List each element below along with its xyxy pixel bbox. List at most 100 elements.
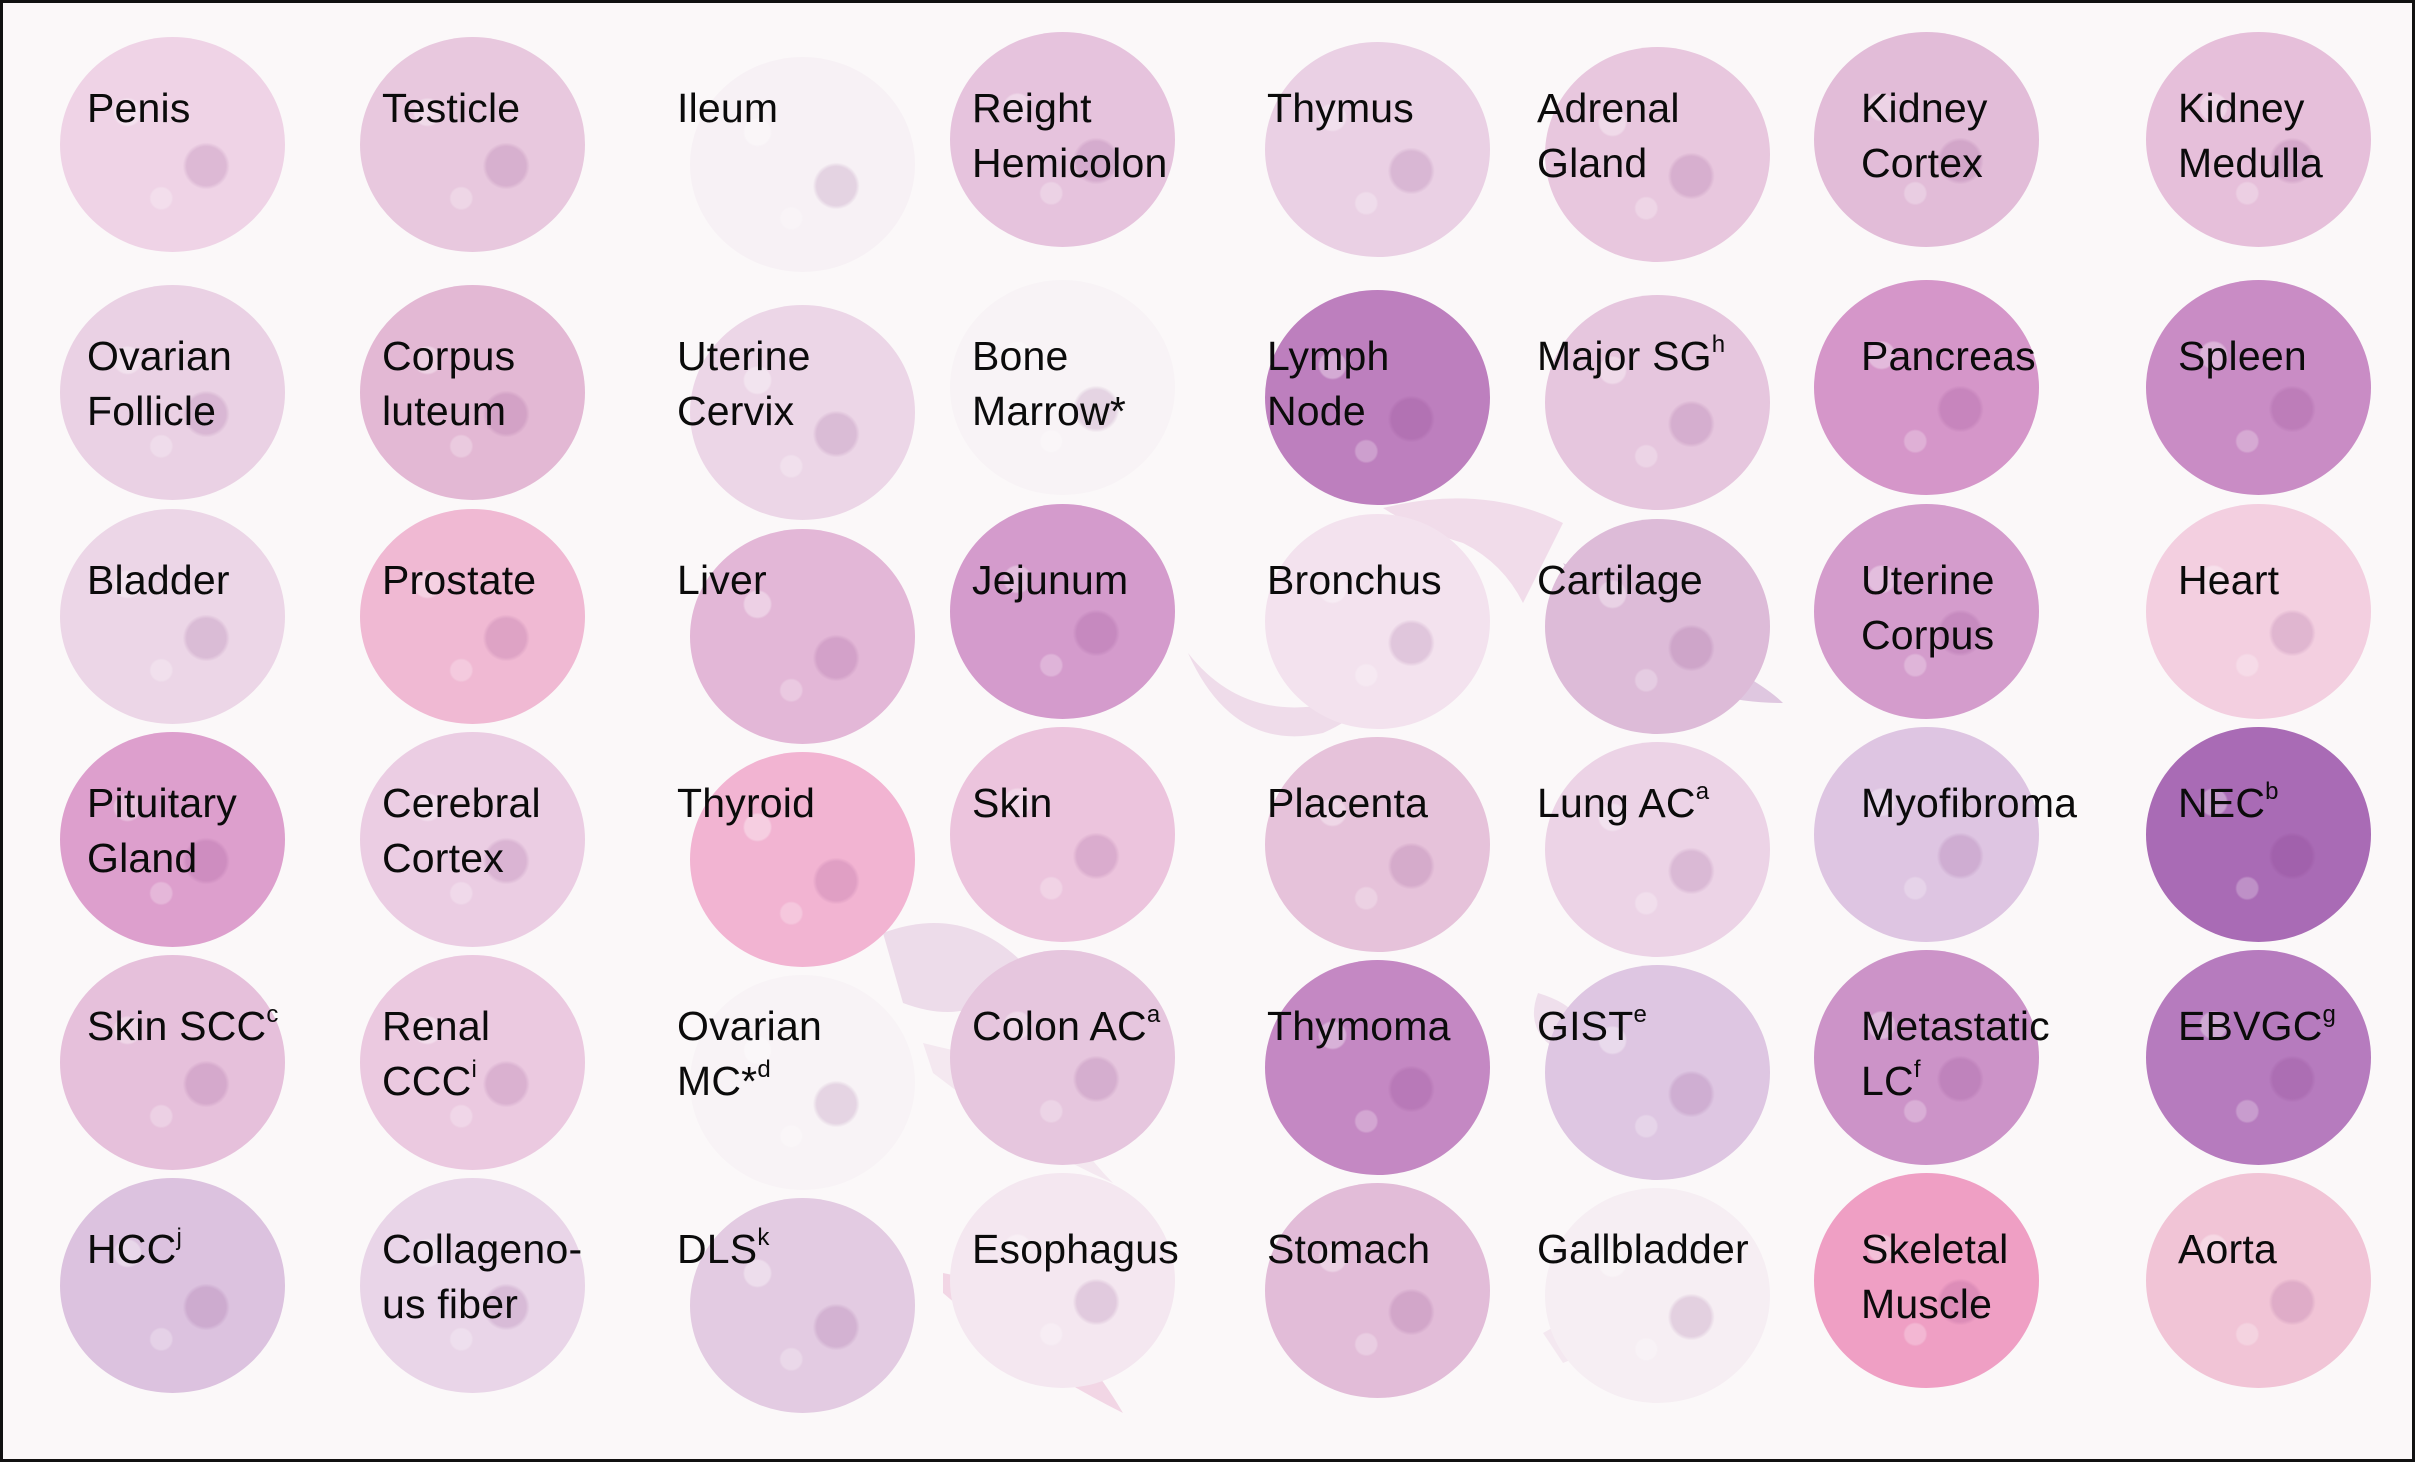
tissue-label-text: GIST <box>1537 1003 1634 1049</box>
tissue-label-text: Skin <box>972 780 1053 826</box>
tissue-label-text: Cartilage <box>1537 557 1703 603</box>
tissue-core <box>2145 949 2371 1165</box>
tissue-label-text: EBVGC <box>2178 1003 2323 1049</box>
tissue-label: Lymph Node <box>1267 329 1390 439</box>
tissue-core <box>59 36 285 252</box>
tissue-label: Jejunum <box>972 553 1128 608</box>
tissue-core <box>689 1197 915 1413</box>
tissue-label: Metastatic LCf <box>1861 999 2050 1109</box>
tissue-label-text: Esophagus <box>972 1226 1179 1272</box>
tissue-label: Heart <box>2178 553 2279 608</box>
tissue-label: Prostate <box>382 553 536 608</box>
tissue-label-superscript: e <box>1633 1001 1648 1028</box>
tissue-core <box>1544 1187 1770 1403</box>
tissue-label-text: Thyroid <box>677 780 816 826</box>
tissue-label: Thyroid <box>677 776 815 831</box>
tissue-label-text: Aorta <box>2178 1226 2277 1272</box>
tissue-core <box>949 279 1175 495</box>
tissue-label-text: Cerebral Cortex <box>382 780 541 881</box>
tissue-label-text: Pituitary Gland <box>87 780 237 881</box>
tissue-core <box>59 1177 285 1393</box>
tissue-label-text: Renal CCC <box>382 1003 491 1104</box>
tissue-label-text: Ileum <box>677 85 779 131</box>
tissue-label: GISTe <box>1537 999 1647 1054</box>
tissue-label: Skin <box>972 776 1053 831</box>
tissue-label: Collageno- us fiber <box>382 1222 582 1332</box>
tissue-core <box>1264 513 1490 729</box>
tissue-core <box>1813 31 2039 247</box>
tissue-core <box>949 1172 1175 1388</box>
tissue-core <box>689 528 915 744</box>
tissue-label: Kidney Medulla <box>2178 81 2323 191</box>
tissue-core <box>1264 1182 1490 1398</box>
tissue-label-text: Uterine Cervix <box>677 333 811 434</box>
tissue-label: Bladder <box>87 553 230 608</box>
tissue-label: Stomach <box>1267 1222 1430 1277</box>
tissue-label-text: Kidney Medulla <box>2178 85 2323 186</box>
tissue-label-text: Stomach <box>1267 1226 1431 1272</box>
tissue-core <box>689 974 915 1190</box>
tissue-label-text: DLS <box>677 1226 758 1272</box>
tissue-label: Esophagus <box>972 1222 1179 1277</box>
tissue-label: Kidney Cortex <box>1861 81 1988 191</box>
tissue-label: Skin SCCc <box>87 999 279 1054</box>
tissue-core <box>1813 726 2039 942</box>
tissue-core <box>1544 294 1770 510</box>
tissue-label-superscript: g <box>2322 1001 2337 1028</box>
tissue-core <box>949 503 1175 719</box>
tissue-core <box>359 284 585 500</box>
tissue-label: EBVGCg <box>2178 999 2336 1054</box>
tissue-core <box>1544 964 1770 1180</box>
tissue-label: Myofibroma <box>1861 776 2077 831</box>
tissue-label-text: Kidney Cortex <box>1861 85 1988 186</box>
tissue-core <box>359 508 585 724</box>
tissue-core <box>2145 726 2371 942</box>
tissue-label-text: Lymph Node <box>1267 333 1390 434</box>
tissue-core <box>2145 279 2371 495</box>
tissue-label: Cartilage <box>1537 553 1703 608</box>
tissue-label: Ileum <box>677 81 778 136</box>
tissue-label-text: Corpus luteum <box>382 333 516 434</box>
tissue-core <box>1264 959 1490 1175</box>
tissue-label: Gallbladder <box>1537 1222 1749 1277</box>
tissue-core <box>359 36 585 252</box>
tissue-label-text: Bladder <box>87 557 230 603</box>
tissue-core <box>2145 1172 2371 1388</box>
tissue-core <box>1264 736 1490 952</box>
tissue-core <box>689 304 915 520</box>
tissue-label: DLSk <box>677 1222 770 1277</box>
tissue-label: Colon ACa <box>972 999 1160 1054</box>
tissue-label: Ovarian Follicle <box>87 329 232 439</box>
tissue-label-text: Bone Marrow* <box>972 333 1127 434</box>
tissue-core <box>59 731 285 947</box>
tissue-label-text: Jejunum <box>972 557 1129 603</box>
tissue-label: Penis <box>87 81 191 136</box>
tissue-label-text: Placenta <box>1267 780 1429 826</box>
tissue-label: Uterine Cervix <box>677 329 811 439</box>
tissue-core <box>1264 41 1490 257</box>
tissue-label-text: Bronchus <box>1267 557 1442 603</box>
tissue-core <box>1813 949 2039 1165</box>
tissue-core <box>59 954 285 1170</box>
tissue-label: Lung ACa <box>1537 776 1709 831</box>
tissue-label-superscript: d <box>757 1056 771 1083</box>
tissue-core <box>59 508 285 724</box>
tissue-core <box>1813 279 2039 495</box>
tissue-label-text: Prostate <box>382 557 537 603</box>
tissue-label-superscript: b <box>2265 778 2279 805</box>
tissue-label-text: Ovarian Follicle <box>87 333 232 434</box>
tissue-label: Renal CCCi <box>382 999 490 1109</box>
tissue-core <box>359 954 585 1170</box>
tissue-label-text: NEC <box>2178 780 2266 826</box>
tissue-core <box>59 284 285 500</box>
tissue-label: Corpus luteum <box>382 329 515 439</box>
tissue-label-text: Gallbladder <box>1537 1226 1749 1272</box>
tissue-label: Pituitary Gland <box>87 776 237 886</box>
tissue-label: Adrenal Gland <box>1537 81 1680 191</box>
tissue-label-superscript: c <box>266 1001 279 1028</box>
tissue-core <box>359 731 585 947</box>
tissue-core <box>949 726 1175 942</box>
tissue-label: Aorta <box>2178 1222 2277 1277</box>
tissue-label-text: Reight Hemicolon <box>972 85 1168 186</box>
